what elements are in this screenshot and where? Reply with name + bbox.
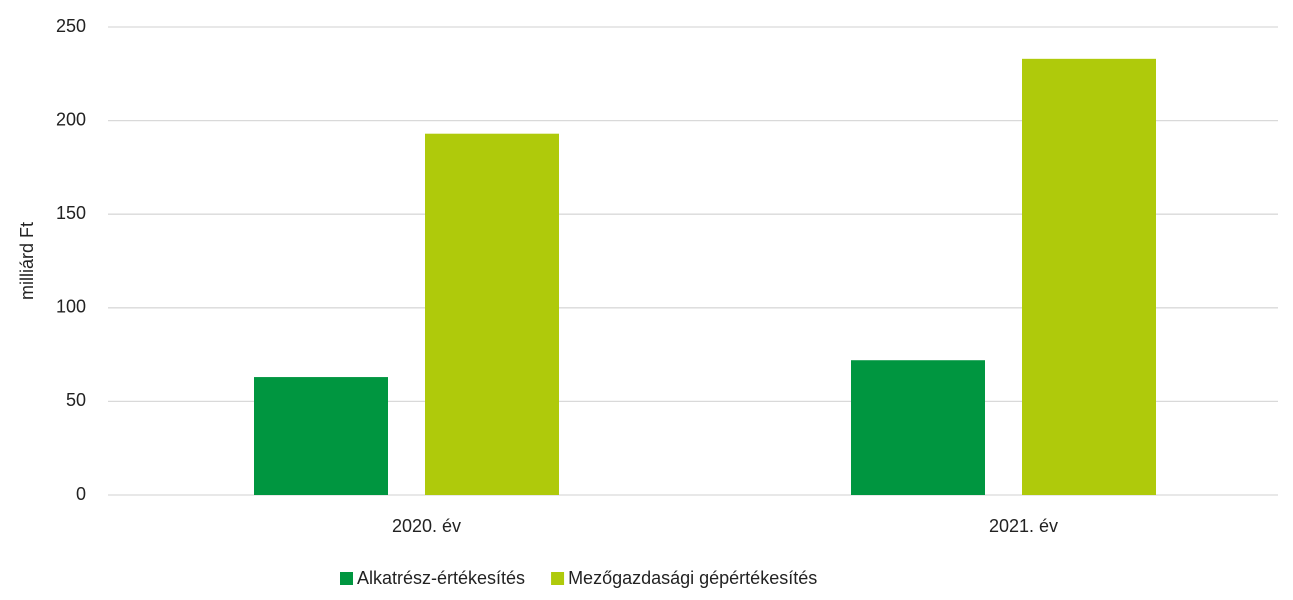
x-tick-label: 2021. év: [989, 516, 1058, 536]
bar: [851, 360, 985, 495]
legend-swatch: [340, 572, 353, 585]
x-tick-label: 2020. év: [392, 516, 461, 536]
y-tick-label: 200: [56, 109, 86, 129]
y-tick-label: 0: [76, 484, 86, 504]
legend-swatch: [551, 572, 565, 585]
y-tick-label: 250: [56, 16, 86, 36]
bar: [425, 133, 559, 496]
y-tick-label: 50: [66, 390, 86, 410]
bar: [1022, 58, 1156, 495]
y-tick-label: 100: [56, 297, 86, 317]
y-axis-label: milliárd Ft: [17, 222, 37, 300]
legend-label: Alkatrész-értékesítés: [357, 568, 525, 588]
bar: [254, 377, 388, 495]
y-tick-label: 150: [56, 203, 86, 223]
legend-label: Mezőgazdasági gépértékesítés: [568, 568, 817, 588]
